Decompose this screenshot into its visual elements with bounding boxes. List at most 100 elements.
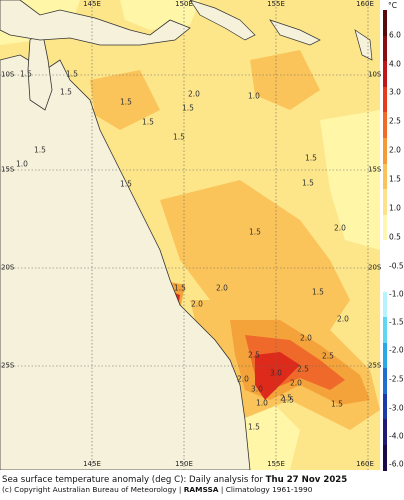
contour-label: 1.5 xyxy=(312,287,324,297)
legend-swatch-cool xyxy=(383,444,387,471)
contour-label: 2.0 xyxy=(191,299,203,309)
contour-label: 2.0 xyxy=(216,283,228,293)
lat-tick-right-25s: 25S xyxy=(368,361,382,370)
legend-tick: -2.0 xyxy=(389,345,404,355)
legend-swatch-warm xyxy=(383,112,387,139)
legend-tick: 2.5 xyxy=(389,116,401,126)
caption-date: Thu 27 Nov 2025 xyxy=(265,475,348,485)
contour-label: 1.0 xyxy=(248,91,260,101)
contour-label: 1.5 xyxy=(20,69,32,79)
contour-label: 3.0 xyxy=(270,368,282,378)
legend-tick: -2.5 xyxy=(389,374,404,384)
lat-tick-left-10s: 10S xyxy=(1,70,15,79)
contour-label: 2.0 xyxy=(337,314,349,324)
legend-tick: 1.0 xyxy=(389,203,401,213)
contour-label: 1.5 xyxy=(120,97,132,107)
contour-label: 2.0 xyxy=(300,333,312,343)
contour-label: 1.0 xyxy=(256,398,268,408)
legend-tick: 2.0 xyxy=(389,145,401,155)
contour-label: 2.5 xyxy=(297,364,309,374)
lon-tick-top-155e: 155E xyxy=(267,0,285,8)
caption-line-1: Sea surface temperature anomaly (deg C):… xyxy=(2,475,348,486)
lat-tick-left-20s: 20S xyxy=(1,263,15,272)
contour-label: 1.5 xyxy=(60,87,72,97)
lon-tick-top-160e: 160E xyxy=(356,0,374,8)
caption-line-2: (c) Copyright Australian Bureau of Meteo… xyxy=(2,484,347,495)
lon-tick-bottom-155e: 155E xyxy=(267,460,285,468)
map-canvas xyxy=(0,0,380,470)
australia-landmass xyxy=(0,54,251,470)
new-guinea xyxy=(0,0,191,46)
caption-copyright: (c) Copyright Australian Bureau of Meteo… xyxy=(2,484,184,494)
contour-label: 1.5 xyxy=(66,69,78,79)
legend-swatch-cool xyxy=(383,317,387,343)
legend-swatch-warm xyxy=(383,189,387,216)
lon-tick-bottom-160e: 160E xyxy=(356,460,374,468)
contour-label: 2.0 xyxy=(188,89,200,99)
contour-label: 1.5 xyxy=(120,179,132,189)
legend-tick: 3.0 xyxy=(389,87,401,97)
caption-title: Sea surface temperature anomaly (deg C):… xyxy=(2,475,266,485)
legend-swatch-warm xyxy=(383,240,387,267)
anomaly-zone-2-0-cape-york xyxy=(90,70,160,130)
legend-swatch-cool xyxy=(383,342,387,369)
contour-label: 1.5 xyxy=(249,227,261,237)
contour-label: 1.0 xyxy=(16,159,28,169)
legend-unit: °C xyxy=(388,1,397,10)
contour-label: 1.5 xyxy=(182,103,194,113)
contour-label: 2.5 xyxy=(322,351,334,361)
contour-label: 2.5 xyxy=(248,350,260,360)
legend-tick: -3.0 xyxy=(389,403,404,413)
contour-label: 2.5 xyxy=(280,393,292,403)
anomaly-zone-1-0-coral-sea-north xyxy=(120,0,200,30)
solomon-islands xyxy=(189,0,256,41)
anomaly-zone-4-0 xyxy=(255,352,300,400)
lat-tick-right-10s: 10S xyxy=(368,70,382,79)
contour-label: 1.5 xyxy=(305,153,317,163)
legend-tick: -6.0 xyxy=(389,459,404,469)
contour-label: 1.5 xyxy=(302,178,314,188)
lat-tick-right-15s: 15S xyxy=(368,165,382,174)
legend-swatch-warm xyxy=(383,214,387,241)
legend-swatch-warm xyxy=(383,35,387,62)
contour-label: 2.0 xyxy=(237,374,249,384)
legend-swatch-warm xyxy=(383,86,387,113)
legend-swatch-warm xyxy=(383,10,387,37)
legend-swatch-cool xyxy=(383,266,387,292)
lon-tick-top-150e: 150E xyxy=(175,0,193,8)
contour-label: 1.5 xyxy=(34,145,46,155)
contour-label: 2.0 xyxy=(290,378,302,388)
map-caption: Sea surface temperature anomaly (deg C):… xyxy=(2,475,348,495)
legend-tick: 1.5 xyxy=(389,174,401,184)
contour-label: 1.5 xyxy=(331,399,343,409)
island-east xyxy=(269,19,321,46)
legend-swatch-warm xyxy=(383,138,387,165)
anomaly-zone-2-0-northeast xyxy=(250,50,320,110)
legend-tick: 0.5 xyxy=(389,232,401,242)
legend-swatch-cool xyxy=(383,419,387,445)
legend-swatch-cool xyxy=(383,393,387,420)
anomaly-zone-1-0-east xyxy=(320,110,380,250)
contour-label: 3.0 xyxy=(251,384,263,394)
caption-climatology: | Climatology 1961-1990 xyxy=(218,484,313,494)
legend-tick: 6.0 xyxy=(389,30,401,40)
legend-tick: -4.0 xyxy=(389,431,404,441)
sst-anomaly-map: 145E 150E 155E 160E 145E 150E 155E 160E … xyxy=(0,0,382,470)
contour-label: 1.5 xyxy=(282,395,294,405)
legend-tick: 4.0 xyxy=(389,59,401,69)
legend-tick: -1.0 xyxy=(389,289,404,299)
lon-tick-top-145e: 145E xyxy=(83,0,101,8)
contour-label: 2.0 xyxy=(334,223,346,233)
lat-tick-left-25s: 25S xyxy=(1,361,15,370)
contour-label: 1.5 xyxy=(248,422,260,432)
lon-tick-bottom-150e: 150E xyxy=(175,460,193,468)
legend-tick: -0.5 xyxy=(389,261,404,271)
legend-swatch-warm xyxy=(383,61,387,88)
contour-label: 1.5 xyxy=(174,283,186,293)
lon-tick-bottom-145e: 145E xyxy=(83,460,101,468)
lat-tick-right-20s: 20S xyxy=(368,263,382,272)
color-legend: °C 6.0 4.0 3.0 2.5 2.0 1.5 1.0 0.5 -0.5 … xyxy=(382,0,404,471)
contour-label: 1.5 xyxy=(142,117,154,127)
legend-tick: -1.5 xyxy=(389,317,404,327)
contour-label: 1.5 xyxy=(173,132,185,142)
